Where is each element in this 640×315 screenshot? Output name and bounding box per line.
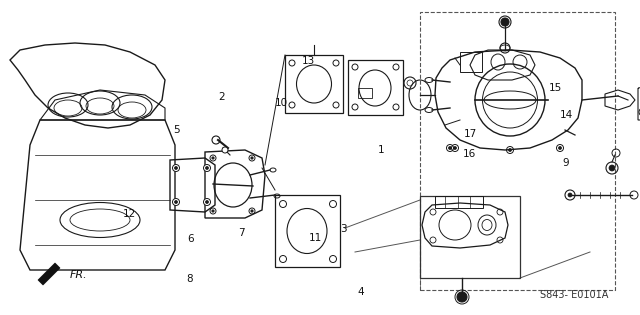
Bar xyxy=(358,88,372,98)
Circle shape xyxy=(251,157,253,159)
Bar xyxy=(435,196,483,208)
Circle shape xyxy=(173,164,179,171)
Text: 8: 8 xyxy=(187,274,193,284)
Text: 16: 16 xyxy=(462,149,476,159)
Bar xyxy=(460,52,482,72)
Text: FR.: FR. xyxy=(70,270,88,280)
Text: 3: 3 xyxy=(340,224,346,234)
Text: 4: 4 xyxy=(358,287,364,297)
Circle shape xyxy=(212,210,214,212)
Text: 11: 11 xyxy=(308,233,322,243)
Text: 13: 13 xyxy=(301,56,315,66)
Text: 15: 15 xyxy=(548,83,562,93)
Bar xyxy=(348,60,403,115)
Circle shape xyxy=(175,167,177,169)
Text: 14: 14 xyxy=(559,110,573,120)
Circle shape xyxy=(501,18,509,26)
Text: 9: 9 xyxy=(563,158,570,168)
Text: 12: 12 xyxy=(122,209,136,219)
Circle shape xyxy=(204,198,211,205)
Text: 1: 1 xyxy=(378,145,384,155)
Text: 7: 7 xyxy=(237,228,244,238)
Polygon shape xyxy=(38,263,60,285)
Circle shape xyxy=(449,146,451,150)
Text: 5: 5 xyxy=(173,125,180,135)
Circle shape xyxy=(457,292,467,302)
Circle shape xyxy=(222,147,228,153)
Circle shape xyxy=(251,210,253,212)
Circle shape xyxy=(175,201,177,203)
Bar xyxy=(420,196,520,278)
Text: S843- E0101A: S843- E0101A xyxy=(540,290,609,300)
Circle shape xyxy=(609,165,615,171)
Circle shape xyxy=(212,157,214,159)
Text: 17: 17 xyxy=(463,129,477,139)
Circle shape xyxy=(204,164,211,171)
Text: 6: 6 xyxy=(188,234,195,244)
Circle shape xyxy=(205,167,209,169)
Bar xyxy=(420,12,615,290)
Circle shape xyxy=(568,193,572,197)
Bar xyxy=(275,195,340,267)
Circle shape xyxy=(454,146,456,150)
Circle shape xyxy=(509,148,511,152)
Text: 10: 10 xyxy=(275,98,287,108)
Circle shape xyxy=(559,146,561,150)
Circle shape xyxy=(205,201,209,203)
Circle shape xyxy=(173,198,179,205)
Text: 2: 2 xyxy=(219,92,225,102)
Bar xyxy=(285,55,343,113)
